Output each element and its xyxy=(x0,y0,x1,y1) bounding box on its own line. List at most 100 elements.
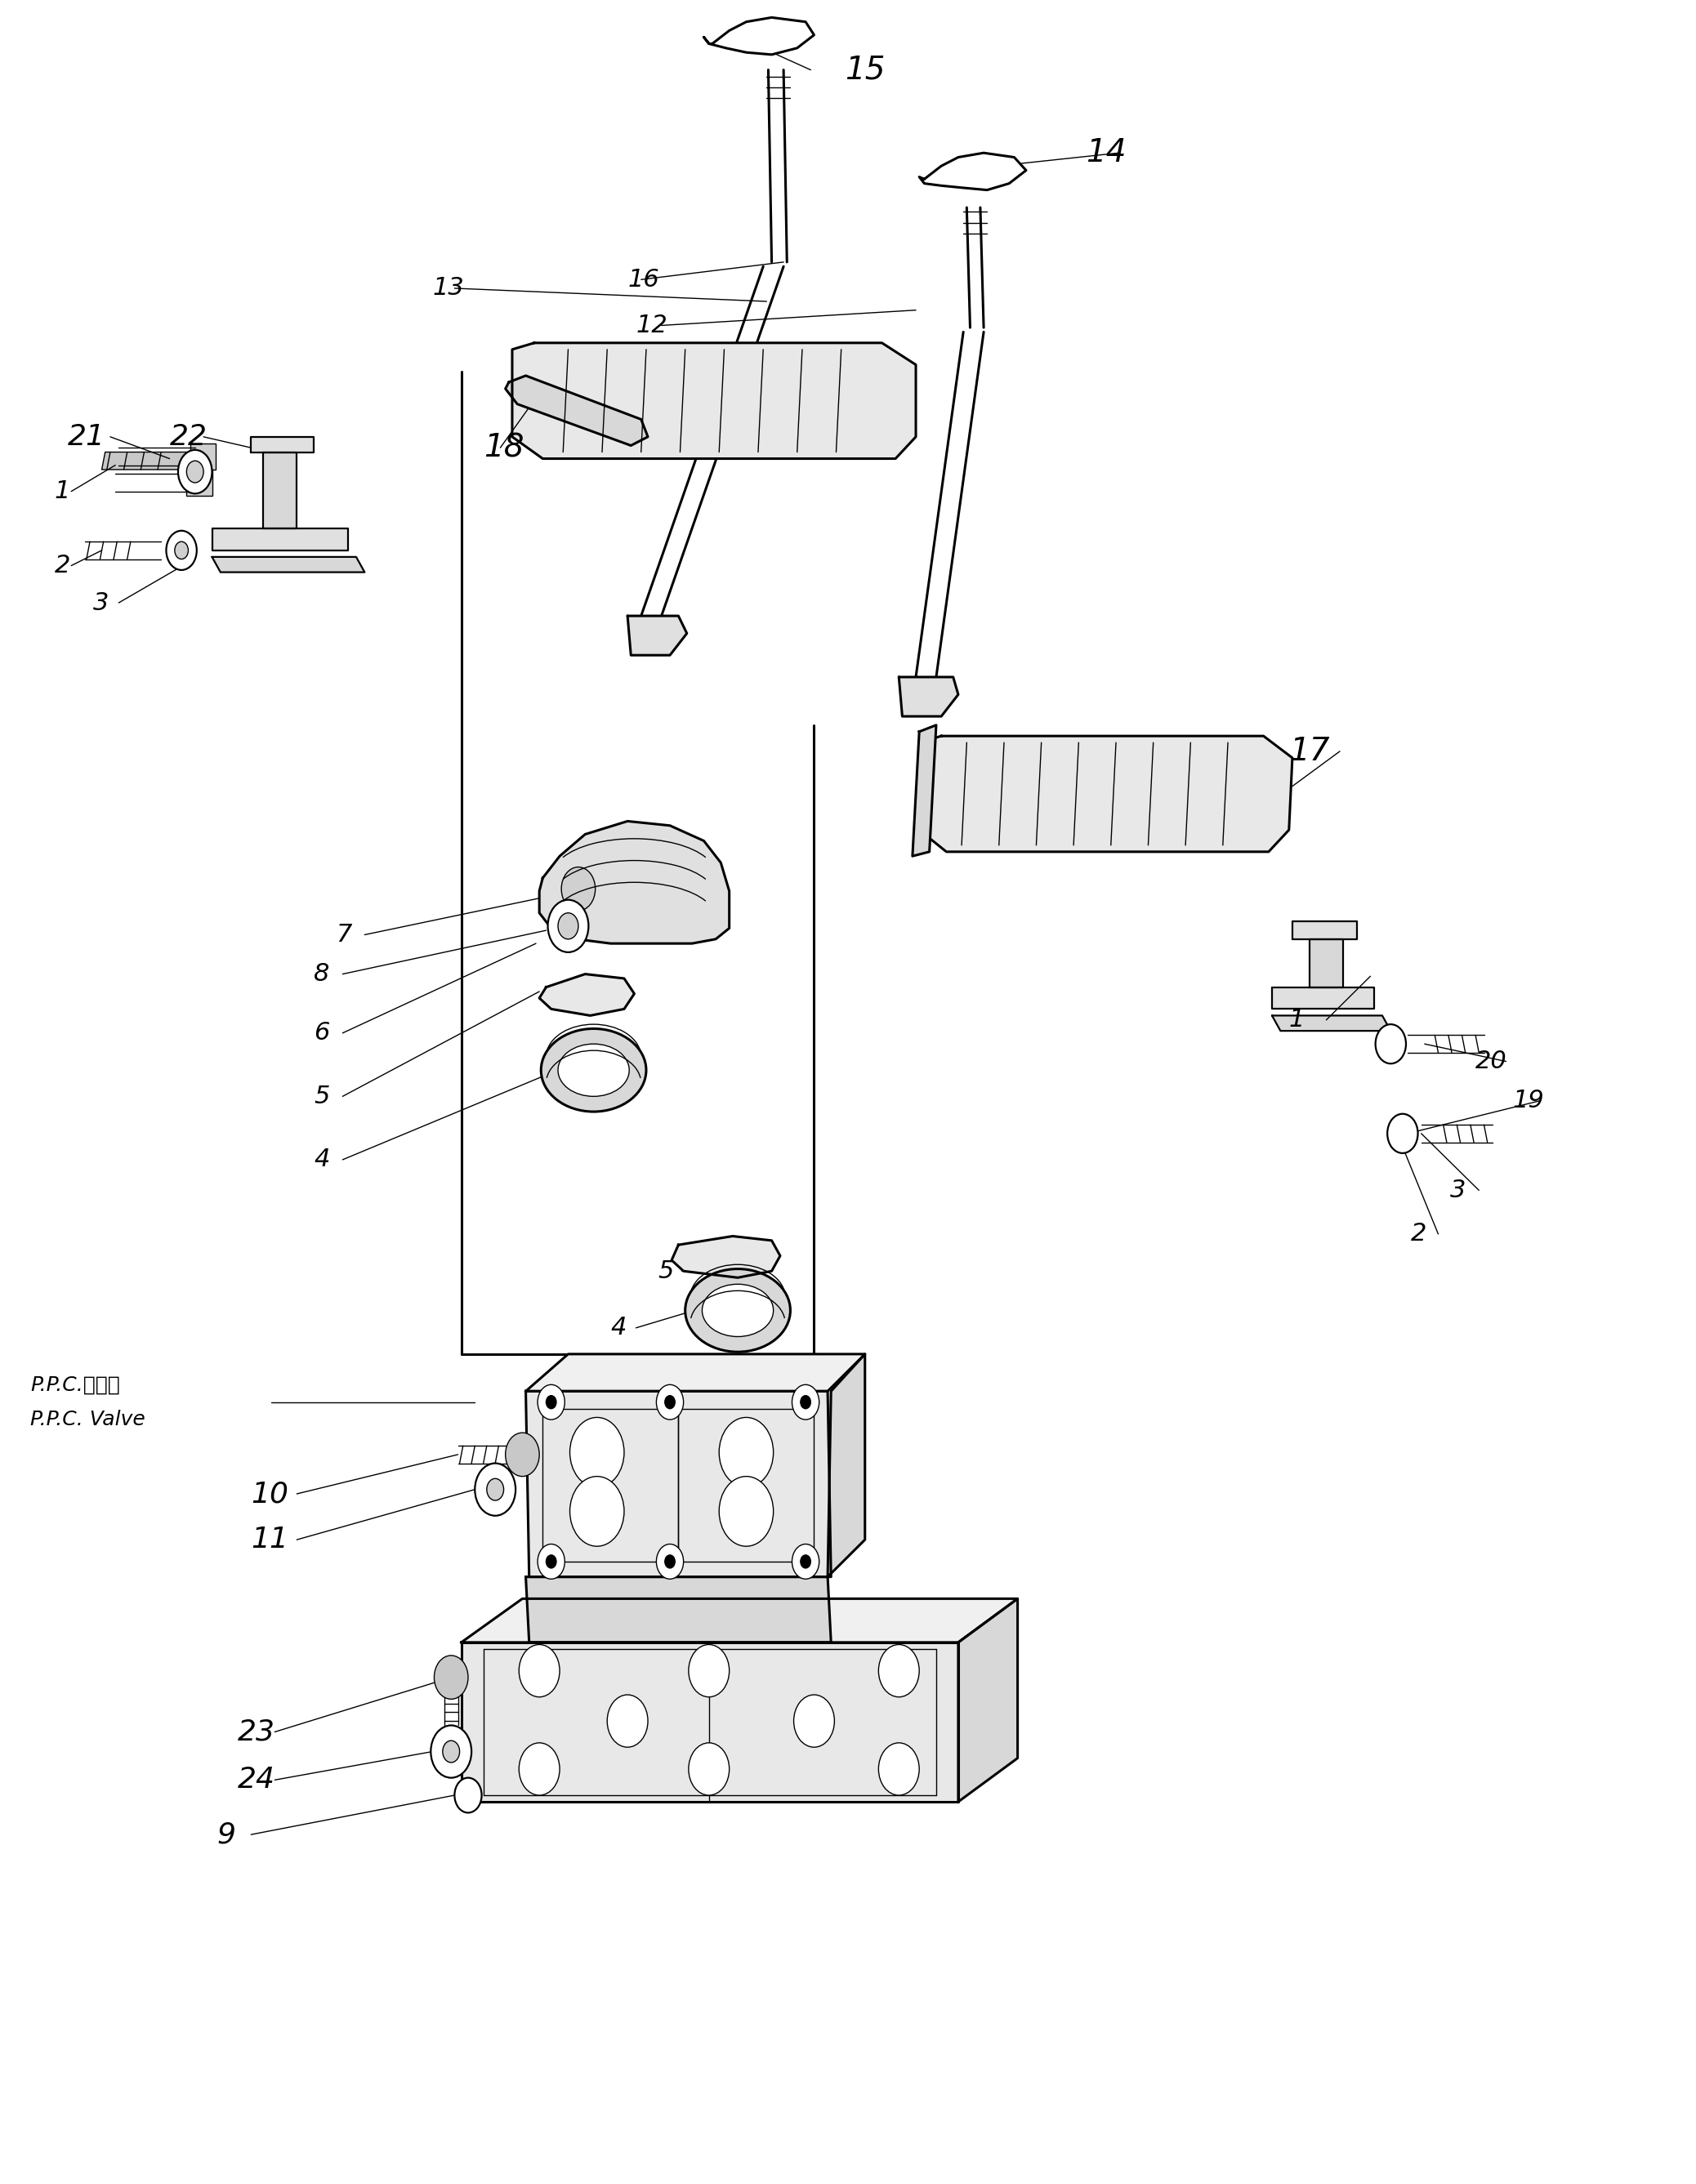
Polygon shape xyxy=(461,1642,958,1802)
Text: 4: 4 xyxy=(611,1317,626,1339)
Text: 24: 24 xyxy=(237,1767,275,1793)
Circle shape xyxy=(178,450,212,494)
Polygon shape xyxy=(526,1577,831,1642)
Circle shape xyxy=(505,1433,539,1476)
Text: 20: 20 xyxy=(1476,1051,1508,1072)
Polygon shape xyxy=(512,343,916,459)
Text: 22: 22 xyxy=(170,424,207,450)
Circle shape xyxy=(879,1645,919,1697)
Circle shape xyxy=(801,1555,811,1568)
Polygon shape xyxy=(912,725,936,856)
Ellipse shape xyxy=(558,1044,629,1096)
Circle shape xyxy=(792,1544,819,1579)
Text: 12: 12 xyxy=(636,314,668,336)
Circle shape xyxy=(519,1645,560,1697)
Text: 9: 9 xyxy=(217,1821,236,1848)
Polygon shape xyxy=(672,1236,780,1278)
Bar xyxy=(187,470,212,496)
Text: 11: 11 xyxy=(251,1527,288,1553)
Polygon shape xyxy=(526,1354,865,1391)
Text: 10: 10 xyxy=(251,1481,288,1507)
Text: 16: 16 xyxy=(628,269,660,290)
Text: 8: 8 xyxy=(314,963,329,985)
Circle shape xyxy=(443,1741,460,1762)
Circle shape xyxy=(570,1476,624,1546)
Polygon shape xyxy=(704,17,814,55)
Ellipse shape xyxy=(541,1029,646,1112)
Circle shape xyxy=(794,1695,834,1747)
Polygon shape xyxy=(212,557,365,572)
Circle shape xyxy=(558,913,578,939)
Polygon shape xyxy=(263,452,297,529)
Circle shape xyxy=(1387,1114,1418,1153)
Polygon shape xyxy=(899,677,958,716)
Text: 1: 1 xyxy=(54,480,70,502)
Text: P.P.C. Valve: P.P.C. Valve xyxy=(31,1411,146,1428)
Circle shape xyxy=(519,1743,560,1795)
Circle shape xyxy=(607,1695,648,1747)
Circle shape xyxy=(455,1778,482,1813)
Text: 2: 2 xyxy=(54,555,70,577)
Polygon shape xyxy=(958,1599,1018,1802)
Text: 15: 15 xyxy=(845,55,885,85)
Polygon shape xyxy=(1272,987,1374,1009)
Circle shape xyxy=(792,1385,819,1420)
Circle shape xyxy=(656,1544,683,1579)
Circle shape xyxy=(665,1396,675,1409)
Polygon shape xyxy=(212,529,348,550)
Text: 14: 14 xyxy=(1085,138,1126,168)
Text: 1: 1 xyxy=(1289,1009,1304,1031)
Circle shape xyxy=(689,1645,729,1697)
Polygon shape xyxy=(1309,939,1343,987)
Polygon shape xyxy=(628,616,687,655)
Text: 23: 23 xyxy=(237,1719,275,1745)
Circle shape xyxy=(801,1396,811,1409)
Polygon shape xyxy=(251,437,314,452)
Polygon shape xyxy=(505,376,648,446)
Circle shape xyxy=(548,900,589,952)
Circle shape xyxy=(879,1743,919,1795)
Circle shape xyxy=(431,1725,471,1778)
Text: 2: 2 xyxy=(1411,1223,1426,1245)
Polygon shape xyxy=(526,1391,831,1577)
Circle shape xyxy=(570,1417,624,1487)
Circle shape xyxy=(546,1396,556,1409)
Ellipse shape xyxy=(685,1269,790,1352)
Ellipse shape xyxy=(702,1284,773,1337)
Text: 13: 13 xyxy=(432,277,465,299)
Polygon shape xyxy=(1292,922,1357,939)
Text: 18: 18 xyxy=(483,432,524,463)
Text: 6: 6 xyxy=(314,1022,329,1044)
Circle shape xyxy=(538,1544,565,1579)
Polygon shape xyxy=(919,736,1292,852)
Circle shape xyxy=(475,1463,516,1516)
Polygon shape xyxy=(102,452,195,470)
Text: 7: 7 xyxy=(336,924,351,946)
Text: 3: 3 xyxy=(1450,1179,1465,1201)
Polygon shape xyxy=(1272,1016,1391,1031)
Circle shape xyxy=(1375,1024,1406,1064)
Polygon shape xyxy=(539,821,729,943)
Circle shape xyxy=(719,1417,773,1487)
Circle shape xyxy=(187,461,204,483)
Text: 4: 4 xyxy=(314,1149,329,1171)
Text: 21: 21 xyxy=(68,424,105,450)
Circle shape xyxy=(719,1476,773,1546)
Circle shape xyxy=(689,1743,729,1795)
Circle shape xyxy=(546,1555,556,1568)
Text: 17: 17 xyxy=(1289,736,1330,767)
Circle shape xyxy=(487,1479,504,1500)
Polygon shape xyxy=(461,1599,1018,1642)
Bar xyxy=(190,443,215,470)
Circle shape xyxy=(656,1385,683,1420)
Polygon shape xyxy=(539,974,634,1016)
Text: 5: 5 xyxy=(658,1260,673,1282)
Circle shape xyxy=(166,531,197,570)
Circle shape xyxy=(175,542,188,559)
Circle shape xyxy=(561,867,595,911)
Polygon shape xyxy=(919,153,1026,190)
Polygon shape xyxy=(828,1354,865,1577)
Text: P.P.C.バルブ: P.P.C.バルブ xyxy=(31,1376,120,1393)
Text: 19: 19 xyxy=(1513,1090,1545,1112)
Circle shape xyxy=(665,1555,675,1568)
